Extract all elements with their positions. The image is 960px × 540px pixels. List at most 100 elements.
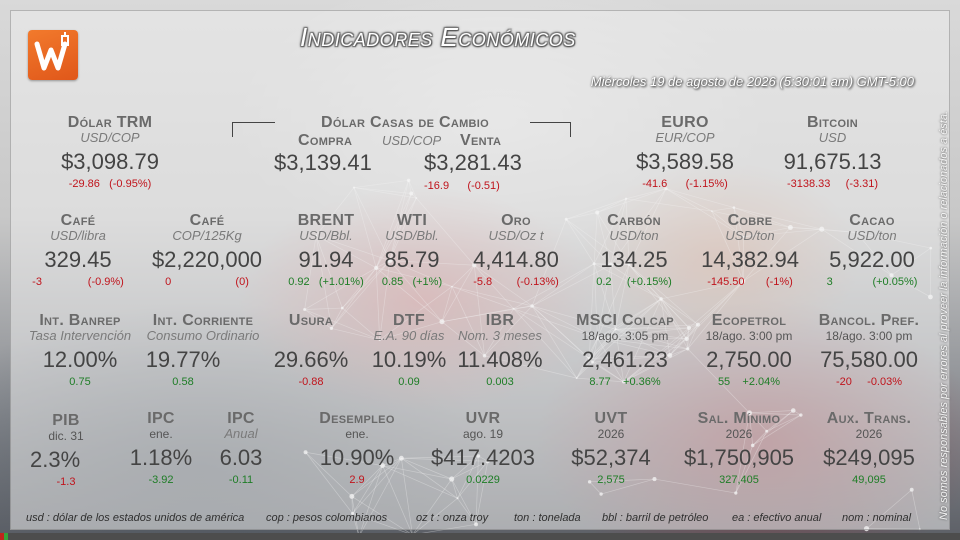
change-absolute: -29.86: [68, 178, 100, 190]
indicator-value: 4,414.80: [473, 247, 559, 272]
indicator-value: 85.79: [384, 247, 440, 272]
indicator-unit: COP/125Kg: [172, 228, 242, 243]
indicator-pib: PIB dic. 31 2.3% -1.3: [24, 412, 108, 489]
indicator-uvr: UVR ago. 19 $417.4203 0.0229: [422, 410, 544, 487]
indicator-value: 2,461.23: [582, 347, 668, 372]
change-percent: -0.03%: [867, 376, 903, 388]
indicator-name: Ecopetrol: [711, 312, 787, 329]
indicator-period: ene.: [345, 427, 369, 441]
indicator-int-corriente: Int. Corriente Consumo Ordinario 19.77% …: [136, 312, 270, 389]
change-absolute: 327,405: [719, 474, 759, 486]
indicator-name: Usura: [288, 312, 334, 329]
indicator-value: 91,675.13: [783, 149, 882, 174]
indicator-value: $417.4203: [431, 445, 535, 470]
change-absolute: 3: [826, 276, 833, 288]
indicators-panel: [10, 10, 950, 530]
bracket-right: [530, 122, 571, 137]
indicator-bitcoin: Bitcoin USD 91,675.13 -3138.33 (-3.31): [765, 114, 900, 191]
indicator-int-banrep: Int. Banrep Tasa Intervención 12.00% 0.7…: [28, 312, 132, 389]
indicator-unit: USD/Oz t: [488, 228, 544, 243]
indicator-timestamp: 18/ago. 3:05 pm: [581, 329, 669, 343]
indicator-period: 2026: [597, 427, 625, 441]
change-absolute: -3138.33: [786, 178, 831, 190]
indicator-subtitle: E.A. 90 días: [373, 328, 445, 343]
indicator-unit: EUR/COP: [655, 130, 715, 145]
legend-ton: ton : tonelada: [514, 512, 581, 524]
indicator-value: 10.90%: [319, 445, 395, 470]
indicator-msci-colcap: MSCI Colcap 18/ago. 3:05 pm 2,461.23 8.7…: [566, 312, 684, 389]
indicator-unit: USD/ton: [725, 228, 775, 243]
indicator-bancol-pref: Bancol. Pref. 18/ago. 3:00 pm 75,580.00 …: [810, 312, 928, 389]
change-percent: (-0.95%): [109, 178, 152, 190]
change-absolute: -41.6: [642, 178, 668, 190]
indicator-unit: USD/COP: [80, 130, 140, 145]
indicator-period: ene.: [149, 427, 173, 441]
indicator-name: IBR: [485, 312, 515, 329]
indicator-value: 329.45: [44, 247, 112, 272]
indicator-unit: USD/ton: [609, 228, 659, 243]
indicator-name: Cobre: [727, 212, 773, 229]
indicator-cafe-cop: Café COP/125Kg $2,220,000 0 (0): [140, 212, 274, 289]
legend-nom: nom : nominal: [842, 512, 912, 524]
indicator-dtf: DTF E.A. 90 días 10.19% 0.09: [364, 312, 454, 389]
indicator-ipc: IPC ene. 1.18% -3.92: [124, 410, 198, 487]
indicator-unit: USD/Bbl.: [385, 228, 439, 243]
brand-logo-icon: [28, 30, 78, 80]
change-absolute: 0: [165, 276, 172, 288]
indicator-oro: Oro USD/Oz t 4,414.80 -5.8 (-0.13%): [466, 212, 566, 289]
indicator-value: 91.94: [298, 247, 354, 272]
indicator-value: $249,095: [823, 445, 915, 470]
indicator-name: Carbón: [607, 212, 661, 229]
indicator-value: 14,382.94: [701, 247, 799, 272]
change-absolute: 0.09: [398, 376, 420, 388]
venta-value: $3,281.43: [424, 150, 522, 175]
indicator-euro: EURO EUR/COP $3,589.58 -41.6 (-1.15%): [610, 114, 760, 191]
current-datetime: Miércoles 19 de agosto de 2026 (5:30:01 …: [590, 74, 914, 89]
indicator-value: $2,220,000: [151, 247, 263, 272]
indicator-name: Bitcoin: [807, 114, 858, 131]
indicator-aux-transporte: Aux. Trans. 2026 $249,095 49,095: [810, 410, 928, 487]
change-absolute: 0.2: [596, 276, 612, 288]
change-absolute: 2,575: [597, 474, 625, 486]
change-percent: (-1.15%): [685, 178, 728, 190]
indicator-usura: Usura 29.66% -0.88: [258, 312, 364, 389]
legend-usd: usd : dólar de los estados unidos de amé…: [26, 512, 245, 524]
bracket-left: [232, 122, 275, 137]
indicator-name: MSCI Colcap: [576, 312, 674, 329]
indicator-brent: BRENT USD/Bbl. 91.94 0.92 (+1.01%): [282, 212, 370, 289]
indicator-wti: WTI USD/Bbl. 85.79 0.85 (+1%): [372, 212, 452, 289]
indicator-subtitle: Consumo Ordinario: [146, 328, 260, 343]
change-percent: (+1.01%): [318, 276, 364, 288]
indicator-name: EURO: [661, 114, 709, 131]
indicator-value: 29.66%: [273, 347, 349, 372]
change-percent: (+0.05%): [872, 276, 918, 288]
change-absolute: 0.85: [381, 276, 404, 288]
indicator-name: Aux. Trans.: [826, 410, 912, 427]
indicator-name: Café: [60, 212, 96, 229]
venta-label: Venta: [460, 132, 502, 149]
bottom-bar: [0, 533, 960, 540]
indicator-unit: USD/Bbl.: [299, 228, 353, 243]
change-percent: (-3.31): [845, 178, 879, 190]
indicator-period: dic. 31: [48, 429, 84, 443]
indicator-subtitle: Tasa Intervención: [28, 328, 132, 343]
indicator-value: 75,580.00: [820, 347, 918, 372]
indicator-name: IPC: [227, 410, 255, 427]
indicator-unit: USD/ton: [847, 228, 897, 243]
indicator-uvt: UVT 2026 $52,374 2,575: [556, 410, 666, 487]
indicator-name: BRENT: [297, 212, 355, 229]
compra-value: $3,139.41: [274, 150, 372, 175]
legend-oz-t: oz t : onza troy: [416, 512, 489, 524]
legend-bbl: bbl : barril de petróleo: [602, 512, 709, 524]
legend-cop: cop : pesos colombianos: [266, 512, 388, 524]
indicator-timestamp: 18/ago. 3:00 pm: [705, 329, 793, 343]
indicator-name: Oro: [501, 212, 531, 229]
indicator-period: ago. 19: [462, 427, 504, 441]
indicator-unit: USD/COP: [382, 133, 442, 148]
indicator-ecopetrol: Ecopetrol 18/ago. 3:00 pm 2,750.00 55 +2…: [690, 312, 808, 389]
indicator-cafe-usd: Café USD/libra 329.45 -3 (-0.9%): [22, 212, 134, 289]
change-absolute: -3.92: [148, 474, 174, 486]
change-absolute: 0.0229: [466, 474, 500, 486]
change-absolute: 0.92: [288, 276, 310, 288]
indicator-value: $3,589.58: [636, 149, 734, 174]
